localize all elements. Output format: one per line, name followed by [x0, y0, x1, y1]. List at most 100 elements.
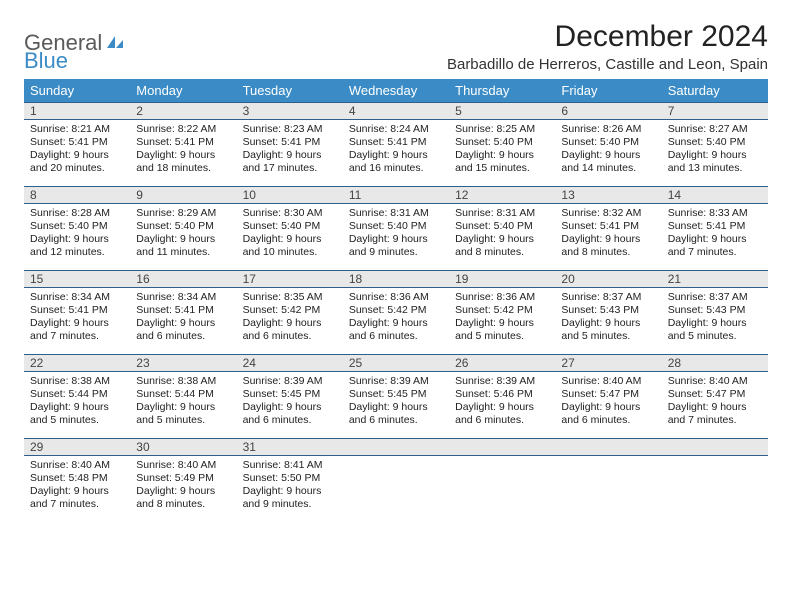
sunset-line: Sunset: 5:42 PM [243, 304, 337, 317]
day-cell: 5Sunrise: 8:25 AMSunset: 5:40 PMDaylight… [449, 102, 555, 186]
sunset-line: Sunset: 5:41 PM [668, 220, 762, 233]
sunset-line: Sunset: 5:40 PM [668, 136, 762, 149]
day-cell: 31Sunrise: 8:41 AMSunset: 5:50 PMDayligh… [237, 438, 343, 522]
sunrise-line: Sunrise: 8:30 AM [243, 207, 337, 220]
daylight-line: Daylight: 9 hours and 15 minutes. [455, 149, 549, 175]
sunset-line: Sunset: 5:40 PM [30, 220, 124, 233]
sunrise-line: Sunrise: 8:36 AM [455, 291, 549, 304]
day-number [343, 438, 449, 456]
sunrise-line: Sunrise: 8:38 AM [30, 375, 124, 388]
sunrise-line: Sunrise: 8:33 AM [668, 207, 762, 220]
sunrise-line: Sunrise: 8:40 AM [30, 459, 124, 472]
day-number: 25 [343, 354, 449, 372]
sunset-line: Sunset: 5:40 PM [243, 220, 337, 233]
sunset-line: Sunset: 5:47 PM [561, 388, 655, 401]
day-cell: 16Sunrise: 8:34 AMSunset: 5:41 PMDayligh… [130, 270, 236, 354]
sunrise-line: Sunrise: 8:40 AM [136, 459, 230, 472]
day-cell: 8Sunrise: 8:28 AMSunset: 5:40 PMDaylight… [24, 186, 130, 270]
day-cell: 9Sunrise: 8:29 AMSunset: 5:40 PMDaylight… [130, 186, 236, 270]
sunrise-line: Sunrise: 8:25 AM [455, 123, 549, 136]
daylight-line: Daylight: 9 hours and 20 minutes. [30, 149, 124, 175]
day-cell [555, 438, 661, 522]
day-cell: 1Sunrise: 8:21 AMSunset: 5:41 PMDaylight… [24, 102, 130, 186]
month-title: December 2024 [447, 20, 768, 54]
day-cell: 21Sunrise: 8:37 AMSunset: 5:43 PMDayligh… [662, 270, 768, 354]
sunrise-line: Sunrise: 8:38 AM [136, 375, 230, 388]
day-number: 11 [343, 186, 449, 204]
day-cell: 3Sunrise: 8:23 AMSunset: 5:41 PMDaylight… [237, 102, 343, 186]
sunset-line: Sunset: 5:42 PM [455, 304, 549, 317]
week-row: 29Sunrise: 8:40 AMSunset: 5:48 PMDayligh… [24, 438, 768, 522]
sunrise-line: Sunrise: 8:40 AM [668, 375, 762, 388]
sunset-line: Sunset: 5:47 PM [668, 388, 762, 401]
day-number: 17 [237, 270, 343, 288]
sunrise-line: Sunrise: 8:34 AM [30, 291, 124, 304]
day-cell: 7Sunrise: 8:27 AMSunset: 5:40 PMDaylight… [662, 102, 768, 186]
col-thu: Thursday [449, 79, 555, 102]
calendar-table: Sunday Monday Tuesday Wednesday Thursday… [24, 79, 768, 522]
day-details: Sunrise: 8:37 AMSunset: 5:43 PMDaylight:… [555, 288, 661, 347]
col-wed: Wednesday [343, 79, 449, 102]
day-cell: 14Sunrise: 8:33 AMSunset: 5:41 PMDayligh… [662, 186, 768, 270]
day-details: Sunrise: 8:28 AMSunset: 5:40 PMDaylight:… [24, 204, 130, 263]
day-details: Sunrise: 8:34 AMSunset: 5:41 PMDaylight:… [130, 288, 236, 347]
daylight-line: Daylight: 9 hours and 5 minutes. [561, 317, 655, 343]
sunrise-line: Sunrise: 8:34 AM [136, 291, 230, 304]
day-cell: 10Sunrise: 8:30 AMSunset: 5:40 PMDayligh… [237, 186, 343, 270]
sunrise-line: Sunrise: 8:31 AM [349, 207, 443, 220]
day-number: 13 [555, 186, 661, 204]
day-number: 24 [237, 354, 343, 372]
daylight-line: Daylight: 9 hours and 6 minutes. [136, 317, 230, 343]
sunrise-line: Sunrise: 8:23 AM [243, 123, 337, 136]
day-number: 30 [130, 438, 236, 456]
sunrise-line: Sunrise: 8:36 AM [349, 291, 443, 304]
daylight-line: Daylight: 9 hours and 9 minutes. [349, 233, 443, 259]
daylight-line: Daylight: 9 hours and 8 minutes. [455, 233, 549, 259]
sunset-line: Sunset: 5:40 PM [455, 136, 549, 149]
day-cell: 28Sunrise: 8:40 AMSunset: 5:47 PMDayligh… [662, 354, 768, 438]
sunrise-line: Sunrise: 8:32 AM [561, 207, 655, 220]
sail-icon [105, 30, 125, 56]
daylight-line: Daylight: 9 hours and 7 minutes. [668, 233, 762, 259]
day-number: 22 [24, 354, 130, 372]
day-number: 31 [237, 438, 343, 456]
sunrise-line: Sunrise: 8:35 AM [243, 291, 337, 304]
day-details: Sunrise: 8:39 AMSunset: 5:45 PMDaylight:… [237, 372, 343, 431]
sunrise-line: Sunrise: 8:29 AM [136, 207, 230, 220]
day-details: Sunrise: 8:36 AMSunset: 5:42 PMDaylight:… [343, 288, 449, 347]
day-number: 16 [130, 270, 236, 288]
day-number: 27 [555, 354, 661, 372]
sunrise-line: Sunrise: 8:37 AM [668, 291, 762, 304]
day-details: Sunrise: 8:26 AMSunset: 5:40 PMDaylight:… [555, 120, 661, 179]
col-mon: Monday [130, 79, 236, 102]
day-number: 9 [130, 186, 236, 204]
day-details: Sunrise: 8:41 AMSunset: 5:50 PMDaylight:… [237, 456, 343, 515]
daylight-line: Daylight: 9 hours and 6 minutes. [349, 317, 443, 343]
day-details: Sunrise: 8:31 AMSunset: 5:40 PMDaylight:… [449, 204, 555, 263]
sunset-line: Sunset: 5:41 PM [349, 136, 443, 149]
sunset-line: Sunset: 5:41 PM [136, 136, 230, 149]
day-number [449, 438, 555, 456]
daylight-line: Daylight: 9 hours and 5 minutes. [668, 317, 762, 343]
sunrise-line: Sunrise: 8:37 AM [561, 291, 655, 304]
daylight-line: Daylight: 9 hours and 7 minutes. [668, 401, 762, 427]
daylight-line: Daylight: 9 hours and 5 minutes. [136, 401, 230, 427]
day-details: Sunrise: 8:34 AMSunset: 5:41 PMDaylight:… [24, 288, 130, 347]
sunset-line: Sunset: 5:41 PM [30, 136, 124, 149]
day-details: Sunrise: 8:27 AMSunset: 5:40 PMDaylight:… [662, 120, 768, 179]
day-cell: 15Sunrise: 8:34 AMSunset: 5:41 PMDayligh… [24, 270, 130, 354]
day-number: 6 [555, 102, 661, 120]
week-row: 1Sunrise: 8:21 AMSunset: 5:41 PMDaylight… [24, 102, 768, 186]
sunset-line: Sunset: 5:50 PM [243, 472, 337, 485]
sunset-line: Sunset: 5:40 PM [455, 220, 549, 233]
day-cell: 12Sunrise: 8:31 AMSunset: 5:40 PMDayligh… [449, 186, 555, 270]
daylight-line: Daylight: 9 hours and 18 minutes. [136, 149, 230, 175]
day-cell: 19Sunrise: 8:36 AMSunset: 5:42 PMDayligh… [449, 270, 555, 354]
col-tue: Tuesday [237, 79, 343, 102]
day-cell: 29Sunrise: 8:40 AMSunset: 5:48 PMDayligh… [24, 438, 130, 522]
day-details: Sunrise: 8:25 AMSunset: 5:40 PMDaylight:… [449, 120, 555, 179]
day-number: 18 [343, 270, 449, 288]
day-details: Sunrise: 8:30 AMSunset: 5:40 PMDaylight:… [237, 204, 343, 263]
sunrise-line: Sunrise: 8:40 AM [561, 375, 655, 388]
day-details [343, 456, 449, 462]
